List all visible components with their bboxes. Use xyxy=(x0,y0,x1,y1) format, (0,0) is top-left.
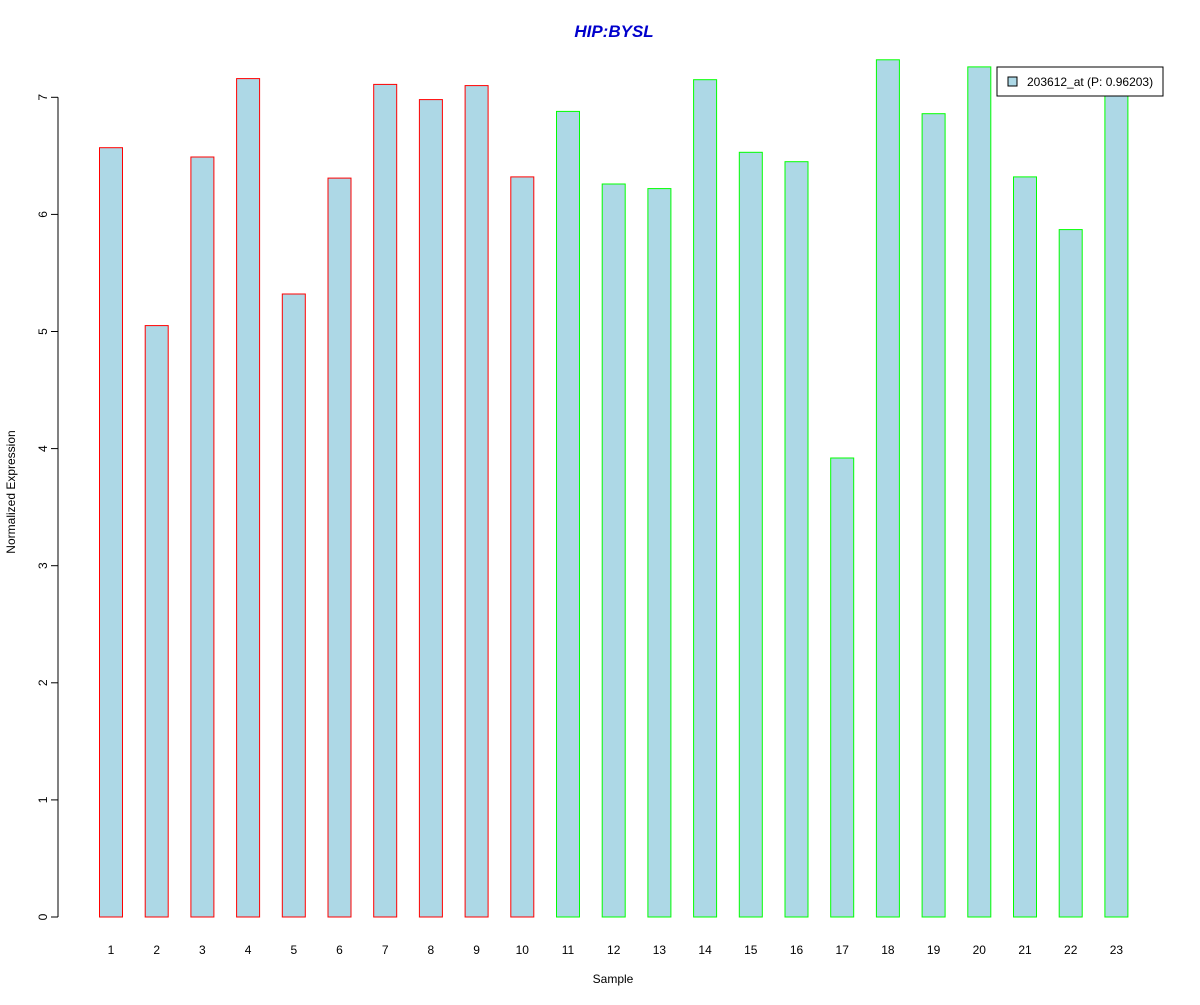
x-tick-label: 13 xyxy=(653,943,667,957)
x-tick-label: 16 xyxy=(790,943,804,957)
bar-sample-20 xyxy=(967,66,992,918)
bars-group xyxy=(99,59,1129,918)
bar-sample-6 xyxy=(327,177,352,918)
bar-sample-9 xyxy=(464,85,489,918)
bar-sample-17 xyxy=(830,457,855,918)
bar-sample-15 xyxy=(738,151,763,918)
x-tick-label: 15 xyxy=(744,943,758,957)
x-tick-label: 22 xyxy=(1064,943,1078,957)
y-tick-label: 1 xyxy=(36,796,50,803)
bar-sample-10 xyxy=(510,176,535,918)
bar-sample-11 xyxy=(556,110,580,918)
bar-sample-7 xyxy=(373,83,398,918)
x-tick-label: 12 xyxy=(607,943,621,957)
x-tick-label: 23 xyxy=(1110,943,1124,957)
x-tick-label: 3 xyxy=(199,943,206,957)
y-tick-label: 7 xyxy=(36,94,50,101)
y-axis: 0 1 2 3 4 5 6 7 xyxy=(36,94,59,920)
x-tick-label: 20 xyxy=(973,943,987,957)
y-axis-label: Normalized Expression xyxy=(4,430,18,553)
legend-swatch xyxy=(1007,76,1018,87)
bar-sample-12 xyxy=(601,183,626,918)
bar-sample-23 xyxy=(1104,92,1129,918)
x-tick-label: 6 xyxy=(336,943,343,957)
x-tick-label: 17 xyxy=(836,943,850,957)
bar-sample-22 xyxy=(1058,229,1083,918)
legend-box xyxy=(996,66,1164,97)
x-tick-label: 9 xyxy=(473,943,480,957)
legend: 203612_at (P: 0.96203) xyxy=(996,66,1164,97)
bar-sample-14 xyxy=(693,79,718,918)
x-tick-label: 8 xyxy=(428,943,435,957)
y-tick-label: 6 xyxy=(36,211,50,218)
x-tick-label: 2 xyxy=(153,943,160,957)
x-tick-label: 18 xyxy=(881,943,895,957)
bar-sample-1 xyxy=(99,147,123,918)
x-tick-label: 4 xyxy=(245,943,252,957)
bar-sample-18 xyxy=(875,59,900,918)
x-tick-label: 10 xyxy=(516,943,530,957)
chart-title: HIP:BYSL xyxy=(574,22,653,41)
y-tick-label: 5 xyxy=(36,328,50,335)
y-tick-label: 4 xyxy=(36,445,50,452)
x-tick-label: 5 xyxy=(290,943,297,957)
x-axis-label: Sample xyxy=(593,972,634,986)
y-tick-label: 0 xyxy=(36,913,50,920)
x-tick-label: 7 xyxy=(382,943,389,957)
bar-sample-13 xyxy=(647,188,672,918)
x-tick-label: 14 xyxy=(698,943,712,957)
x-tick-label: 19 xyxy=(927,943,941,957)
y-tick-label: 3 xyxy=(36,562,50,569)
x-tick-label: 1 xyxy=(108,943,115,957)
bar-sample-21 xyxy=(1013,176,1037,918)
y-tick-label: 2 xyxy=(36,679,50,686)
bar-sample-5 xyxy=(281,293,306,918)
bar-sample-16 xyxy=(784,161,809,918)
x-tick-label: 11 xyxy=(562,943,575,957)
bar-sample-3 xyxy=(190,156,215,918)
bar-sample-4 xyxy=(236,78,261,918)
legend-label: 203612_at (P: 0.96203) xyxy=(1027,75,1153,89)
bar-sample-2 xyxy=(144,325,169,918)
x-tick-labels: 1 2 3 4 5 6 7 8 9 10 11 12 13 14 15 16 17 18 19 20 21 22 23 xyxy=(108,943,1124,957)
x-tick-label: 21 xyxy=(1018,943,1032,957)
bar-sample-8 xyxy=(418,99,443,918)
bar-sample-19 xyxy=(921,113,946,918)
